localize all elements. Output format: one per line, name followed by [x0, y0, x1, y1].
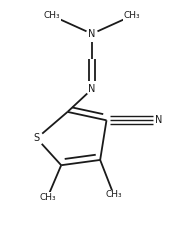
Text: N: N	[88, 29, 96, 39]
Text: S: S	[34, 133, 40, 143]
Text: N: N	[155, 115, 163, 125]
Text: CH₃: CH₃	[44, 11, 60, 20]
Text: N: N	[88, 84, 96, 94]
Text: CH₃: CH₃	[39, 193, 56, 202]
Text: CH₃: CH₃	[124, 11, 140, 20]
Text: CH₃: CH₃	[105, 190, 122, 199]
